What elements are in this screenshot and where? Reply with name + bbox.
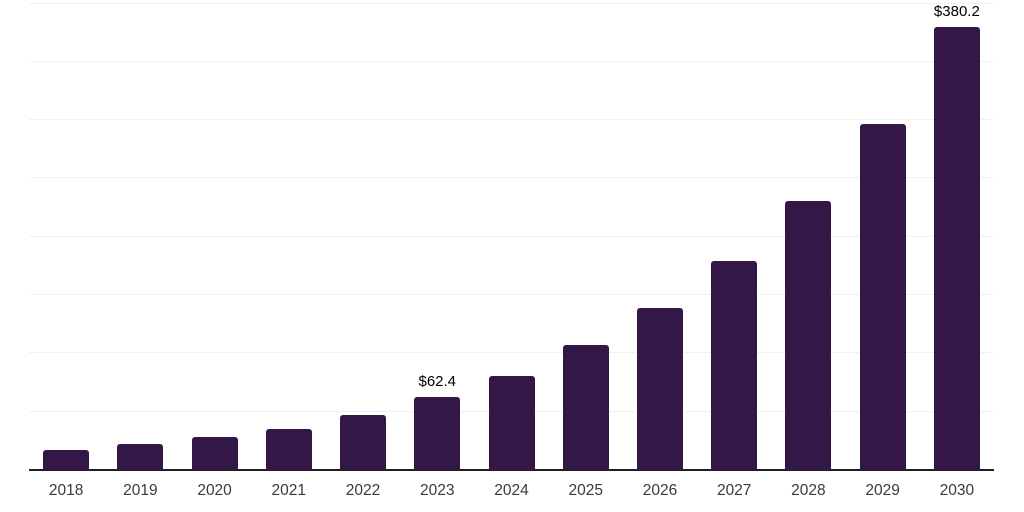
gridline — [29, 177, 994, 179]
x-tick-label-2025: 2025 — [568, 482, 603, 499]
x-tick-label-2027: 2027 — [716, 482, 752, 499]
gridline — [29, 2, 994, 4]
x-tick-label-2026: 2026 — [642, 482, 678, 499]
bar-2020 — [191, 437, 238, 470]
bar-2026 — [636, 308, 683, 470]
x-tick-label-2020: 2020 — [197, 482, 232, 499]
bar-2030 — [933, 26, 980, 470]
bar-2023 — [414, 397, 461, 470]
bar-2025 — [562, 345, 609, 470]
bar-2029 — [859, 124, 906, 470]
plot-area: $62.4 $380.2 — [29, 0, 994, 471]
x-tick-label-2029: 2029 — [865, 482, 900, 499]
bar-2024 — [488, 375, 535, 470]
x-tick-label-2022: 2022 — [345, 482, 381, 499]
gridline — [29, 294, 994, 296]
x-tick-label-2021: 2021 — [271, 482, 307, 499]
gridline — [29, 352, 994, 354]
gridline — [29, 60, 994, 62]
x-axis-labels: 2018 2019 2020 2021 2022 2023 2024 2025 2026 2027… — [29, 482, 994, 506]
x-tick-label-2019: 2019 — [123, 482, 158, 499]
bar-2018 — [43, 450, 90, 470]
x-tick-label-2023: 2023 — [420, 482, 455, 499]
bar-2022 — [340, 414, 387, 470]
bar-value-label-2023: $62.4 — [418, 373, 457, 391]
gridline — [29, 235, 994, 237]
bar-2028 — [785, 200, 832, 470]
x-tick-label-2024: 2024 — [494, 482, 529, 499]
bar-2019 — [117, 443, 164, 470]
x-tick-label-2028: 2028 — [791, 482, 826, 499]
x-axis-line — [29, 469, 994, 471]
bar-2027 — [711, 261, 758, 470]
x-tick-label-2030: 2030 — [939, 482, 975, 499]
gridline — [29, 119, 994, 121]
x-tick-label-2018: 2018 — [48, 482, 84, 499]
bar-value-label-2030: $380.2 — [933, 2, 980, 20]
bar-2021 — [265, 428, 312, 470]
